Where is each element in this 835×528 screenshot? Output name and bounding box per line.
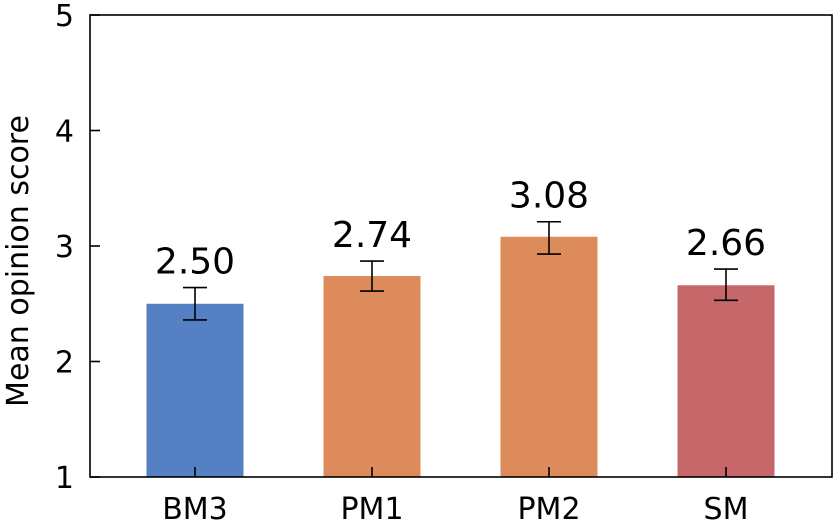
data-label-pm2: 3.08: [509, 176, 589, 217]
bar-bm3: [146, 303, 244, 477]
x-tick-label-sm: SM: [704, 492, 749, 527]
bar-pm2: [500, 236, 598, 477]
bar-pm1: [323, 276, 421, 477]
bar-sm: [677, 285, 775, 477]
y-tick-label-5: 5: [55, 0, 74, 34]
x-axis-ticks: BM3 PM1 PM2 SM: [162, 467, 748, 527]
data-label-sm: 2.66: [686, 223, 766, 264]
error-bar-pm2: [537, 220, 561, 255]
error-bar-pm1: [360, 260, 384, 292]
y-axis-ticks: 1 2 3 4 5: [55, 0, 100, 496]
data-label-pm1: 2.74: [332, 215, 412, 256]
data-label-bm3: 2.50: [155, 242, 235, 283]
error-bar-sm: [714, 268, 738, 302]
data-labels-layer: 2.50 2.74 3.08 2.66: [155, 176, 766, 283]
error-bar-bm3: [183, 286, 207, 321]
y-tick-label-1: 1: [55, 461, 74, 496]
y-tick-label-4: 4: [55, 115, 74, 150]
y-tick-label-2: 2: [55, 346, 74, 381]
y-tick-label-3: 3: [55, 230, 74, 265]
x-tick-label-bm3: BM3: [162, 492, 228, 527]
x-tick-label-pm1: PM1: [340, 492, 403, 527]
bars-layer: [146, 236, 775, 477]
y-axis-label: Mean opinion score: [1, 115, 36, 407]
x-tick-label-pm2: PM2: [517, 492, 580, 527]
error-bars-layer: [183, 220, 738, 321]
